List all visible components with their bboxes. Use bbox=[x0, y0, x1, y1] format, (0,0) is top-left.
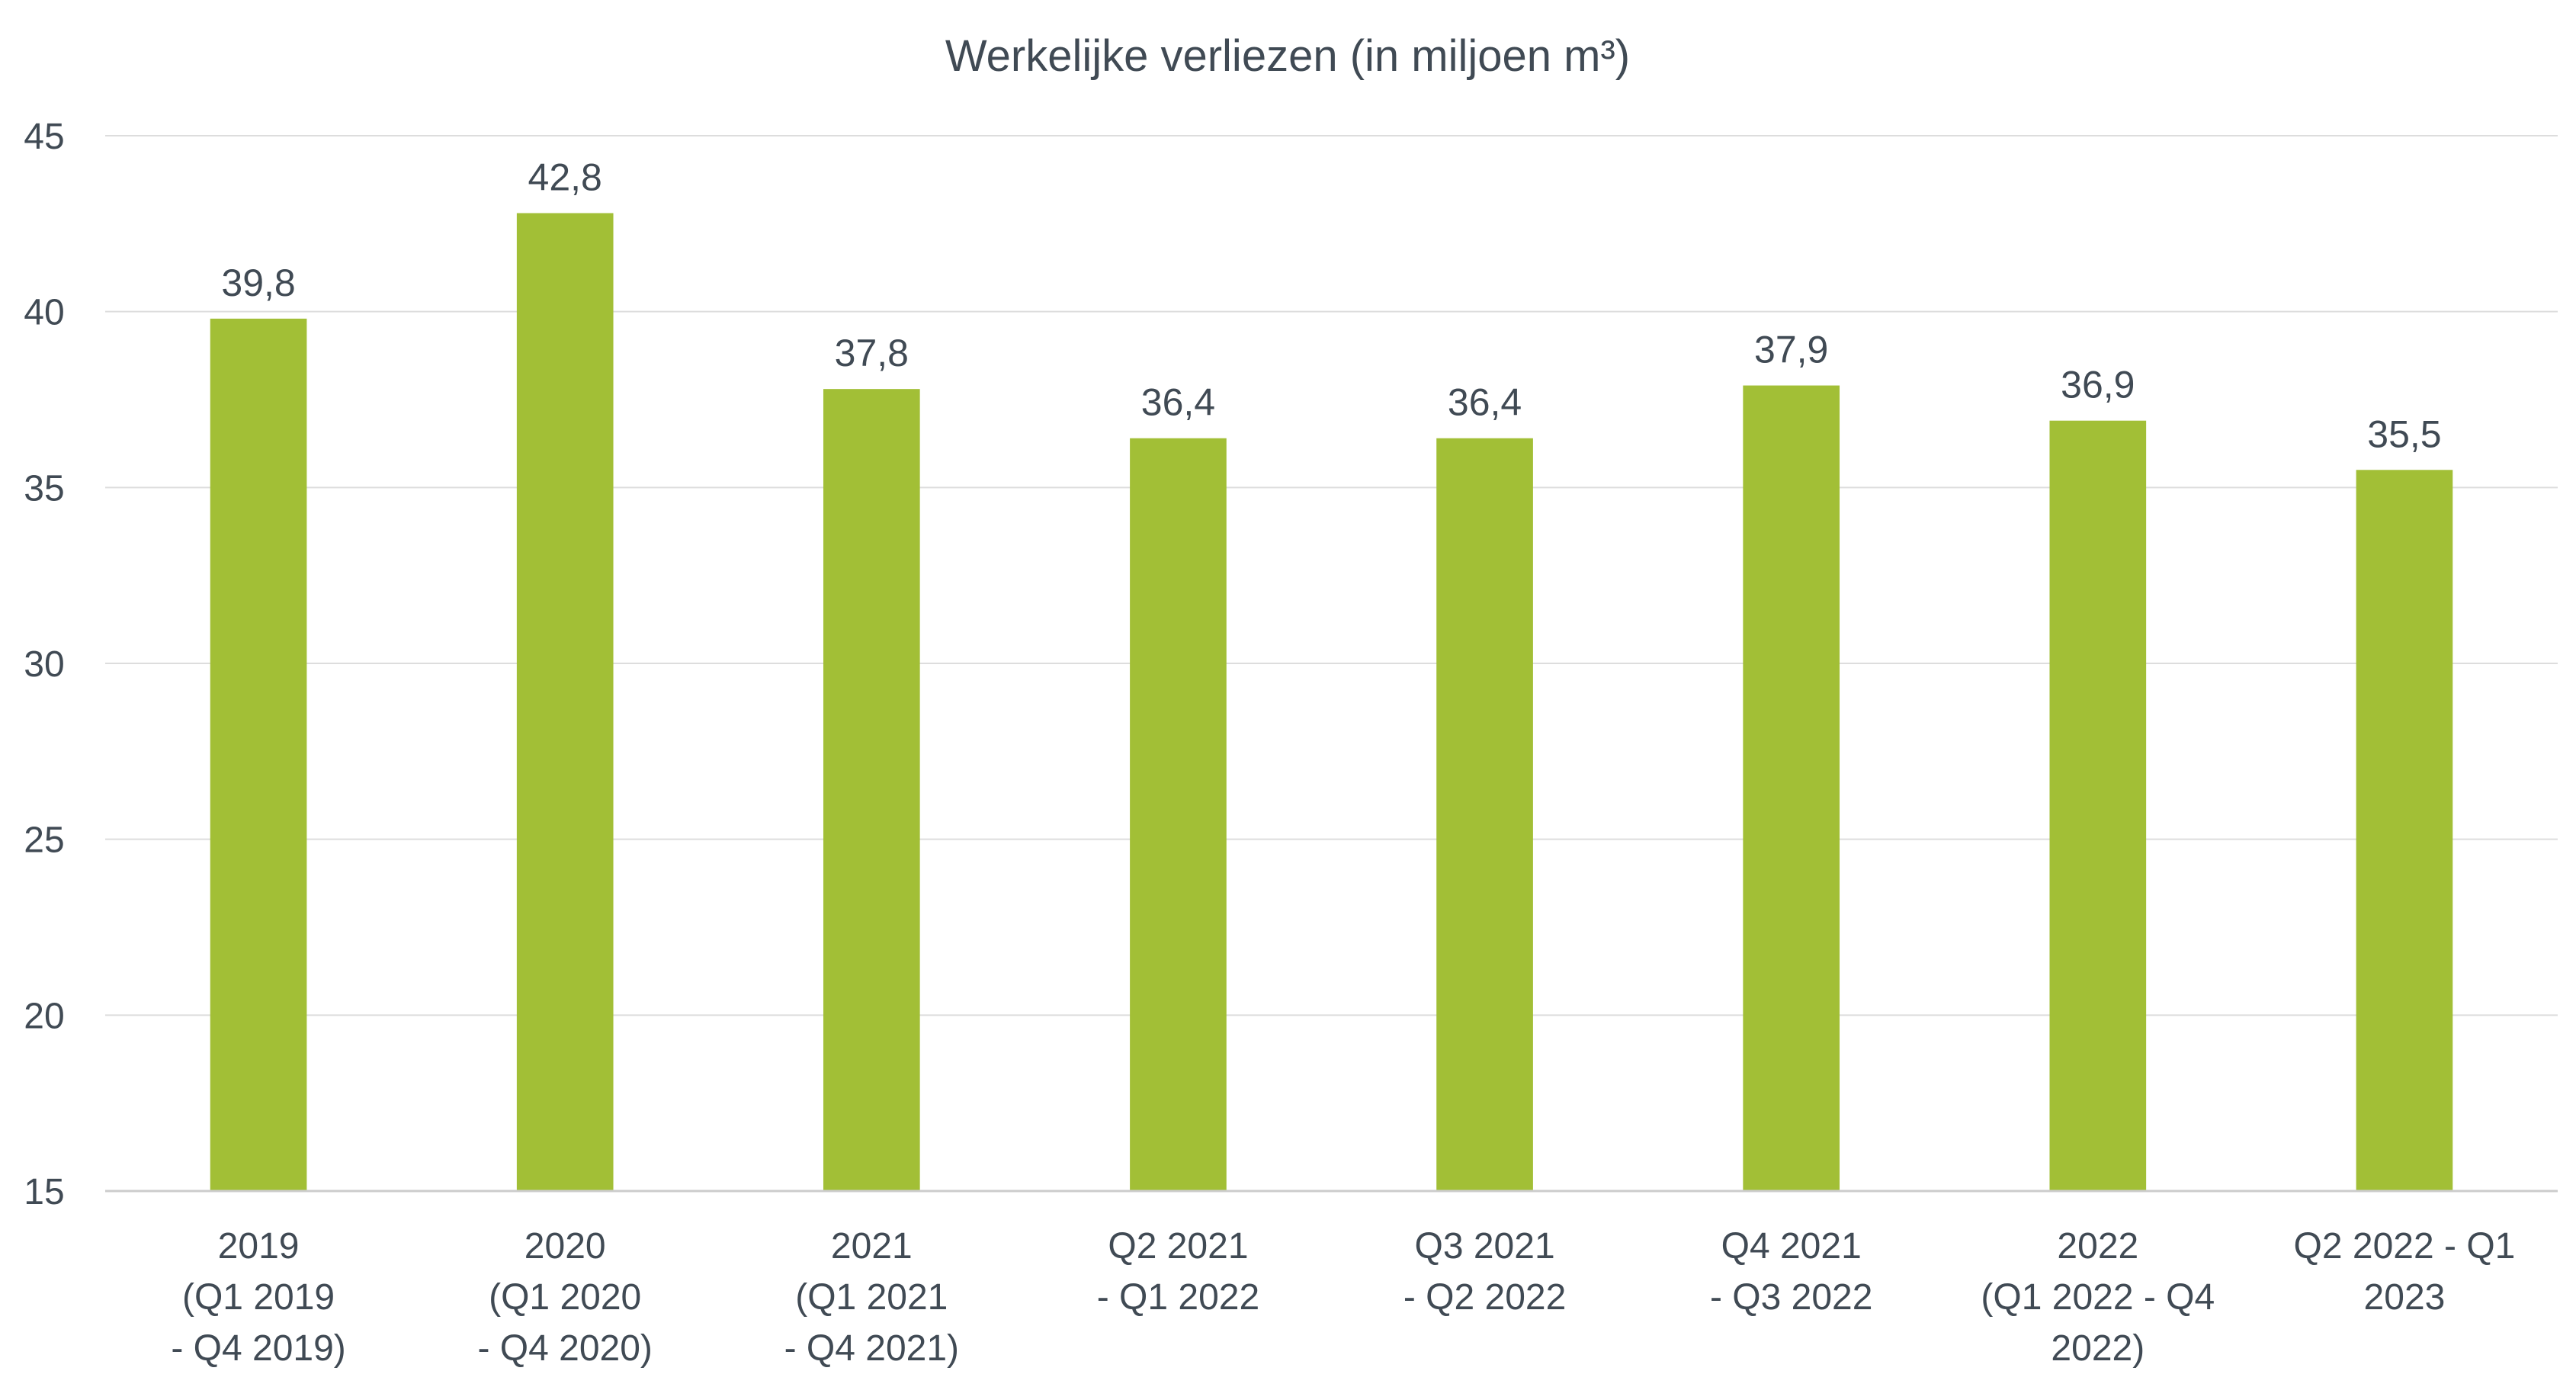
y-tick-label: 30 bbox=[24, 644, 64, 685]
x-tick-label: Q2 2022 - Q1 2023 bbox=[2294, 1226, 2516, 1318]
data-label: 39,8 bbox=[221, 262, 295, 304]
x-axis-ticks: 2019 (Q1 2019 - Q4 2019) 2020 (Q1 2020 - Q4 2… bbox=[171, 1226, 2515, 1369]
x-tick-label-line: 2020 bbox=[525, 1226, 606, 1267]
x-tick-label: Q3 2021 - Q2 2022 bbox=[1403, 1226, 1566, 1318]
y-tick-label: 15 bbox=[24, 1172, 64, 1212]
gridlines bbox=[105, 135, 2558, 1016]
x-tick-label-line: 2023 bbox=[2364, 1277, 2446, 1318]
x-tick-label: 2021 (Q1 2021 - Q4 2021) bbox=[784, 1226, 959, 1369]
x-tick-label: Q2 2021 - Q1 2022 bbox=[1097, 1226, 1259, 1318]
x-tick-label: 2019 (Q1 2019 - Q4 2019) bbox=[171, 1226, 345, 1369]
data-label: 36,9 bbox=[2061, 364, 2135, 406]
y-tick-label: 25 bbox=[24, 820, 64, 861]
data-label: 37,8 bbox=[835, 332, 909, 374]
bar bbox=[1743, 385, 1840, 1192]
y-axis-ticks: 15 20 25 30 35 40 45 bbox=[24, 117, 64, 1212]
x-tick-label-line: Q2 2022 - Q1 bbox=[2294, 1226, 2516, 1267]
x-tick-label-line: - Q4 2019) bbox=[171, 1328, 345, 1369]
x-tick-label-line: (Q1 2019 bbox=[182, 1277, 335, 1318]
y-tick-label: 45 bbox=[24, 117, 64, 157]
bars bbox=[210, 213, 2453, 1192]
x-tick-label-line: 2022 bbox=[2057, 1226, 2138, 1267]
y-tick-label: 35 bbox=[24, 468, 64, 509]
x-tick-label-line: (Q1 2020 bbox=[489, 1277, 641, 1318]
chart-title: Werkelijke verliezen (in miljoen m³) bbox=[945, 31, 1630, 81]
data-label: 35,5 bbox=[2367, 413, 2441, 455]
x-tick-label-line: (Q1 2021 bbox=[795, 1277, 948, 1318]
data-label: 36,4 bbox=[1141, 381, 1215, 424]
bar bbox=[1436, 438, 1533, 1191]
x-tick-label-line: 2022) bbox=[2051, 1328, 2145, 1369]
x-tick-label-line: - Q2 2022 bbox=[1403, 1277, 1566, 1318]
data-labels: 39,8 42,8 37,8 36,4 36,4 37,9 36,9 35,5 bbox=[221, 156, 2441, 455]
x-tick-label-line: 2021 bbox=[831, 1226, 913, 1267]
x-tick-label: 2022 (Q1 2022 - Q4 2022) bbox=[1981, 1226, 2215, 1369]
x-tick-label: 2020 (Q1 2020 - Q4 2020) bbox=[477, 1226, 652, 1369]
x-tick-label: Q4 2021 - Q3 2022 bbox=[1710, 1226, 1872, 1318]
bar bbox=[516, 213, 614, 1191]
y-tick-label: 40 bbox=[24, 293, 64, 333]
x-tick-label-line: - Q1 2022 bbox=[1097, 1277, 1259, 1318]
bar bbox=[823, 389, 920, 1191]
data-label: 37,9 bbox=[1754, 329, 1828, 371]
x-tick-label-line: - Q4 2020) bbox=[477, 1328, 652, 1369]
x-tick-label-line: Q4 2021 bbox=[1721, 1226, 1862, 1267]
x-tick-label-line: (Q1 2022 - Q4 bbox=[1981, 1277, 2215, 1318]
data-label: 36,4 bbox=[1448, 381, 1522, 424]
bar bbox=[210, 318, 307, 1192]
x-tick-label-line: Q3 2021 bbox=[1414, 1226, 1554, 1267]
y-tick-label: 20 bbox=[24, 996, 64, 1036]
x-tick-label-line: - Q4 2021) bbox=[784, 1328, 959, 1369]
bar bbox=[2049, 420, 2147, 1191]
bar bbox=[2356, 470, 2453, 1191]
data-label: 42,8 bbox=[528, 156, 602, 198]
x-tick-label-line: Q2 2021 bbox=[1108, 1226, 1248, 1267]
x-tick-label-line: - Q3 2022 bbox=[1710, 1277, 1872, 1318]
x-tick-label-line: 2019 bbox=[218, 1226, 300, 1267]
bar bbox=[1130, 438, 1227, 1191]
